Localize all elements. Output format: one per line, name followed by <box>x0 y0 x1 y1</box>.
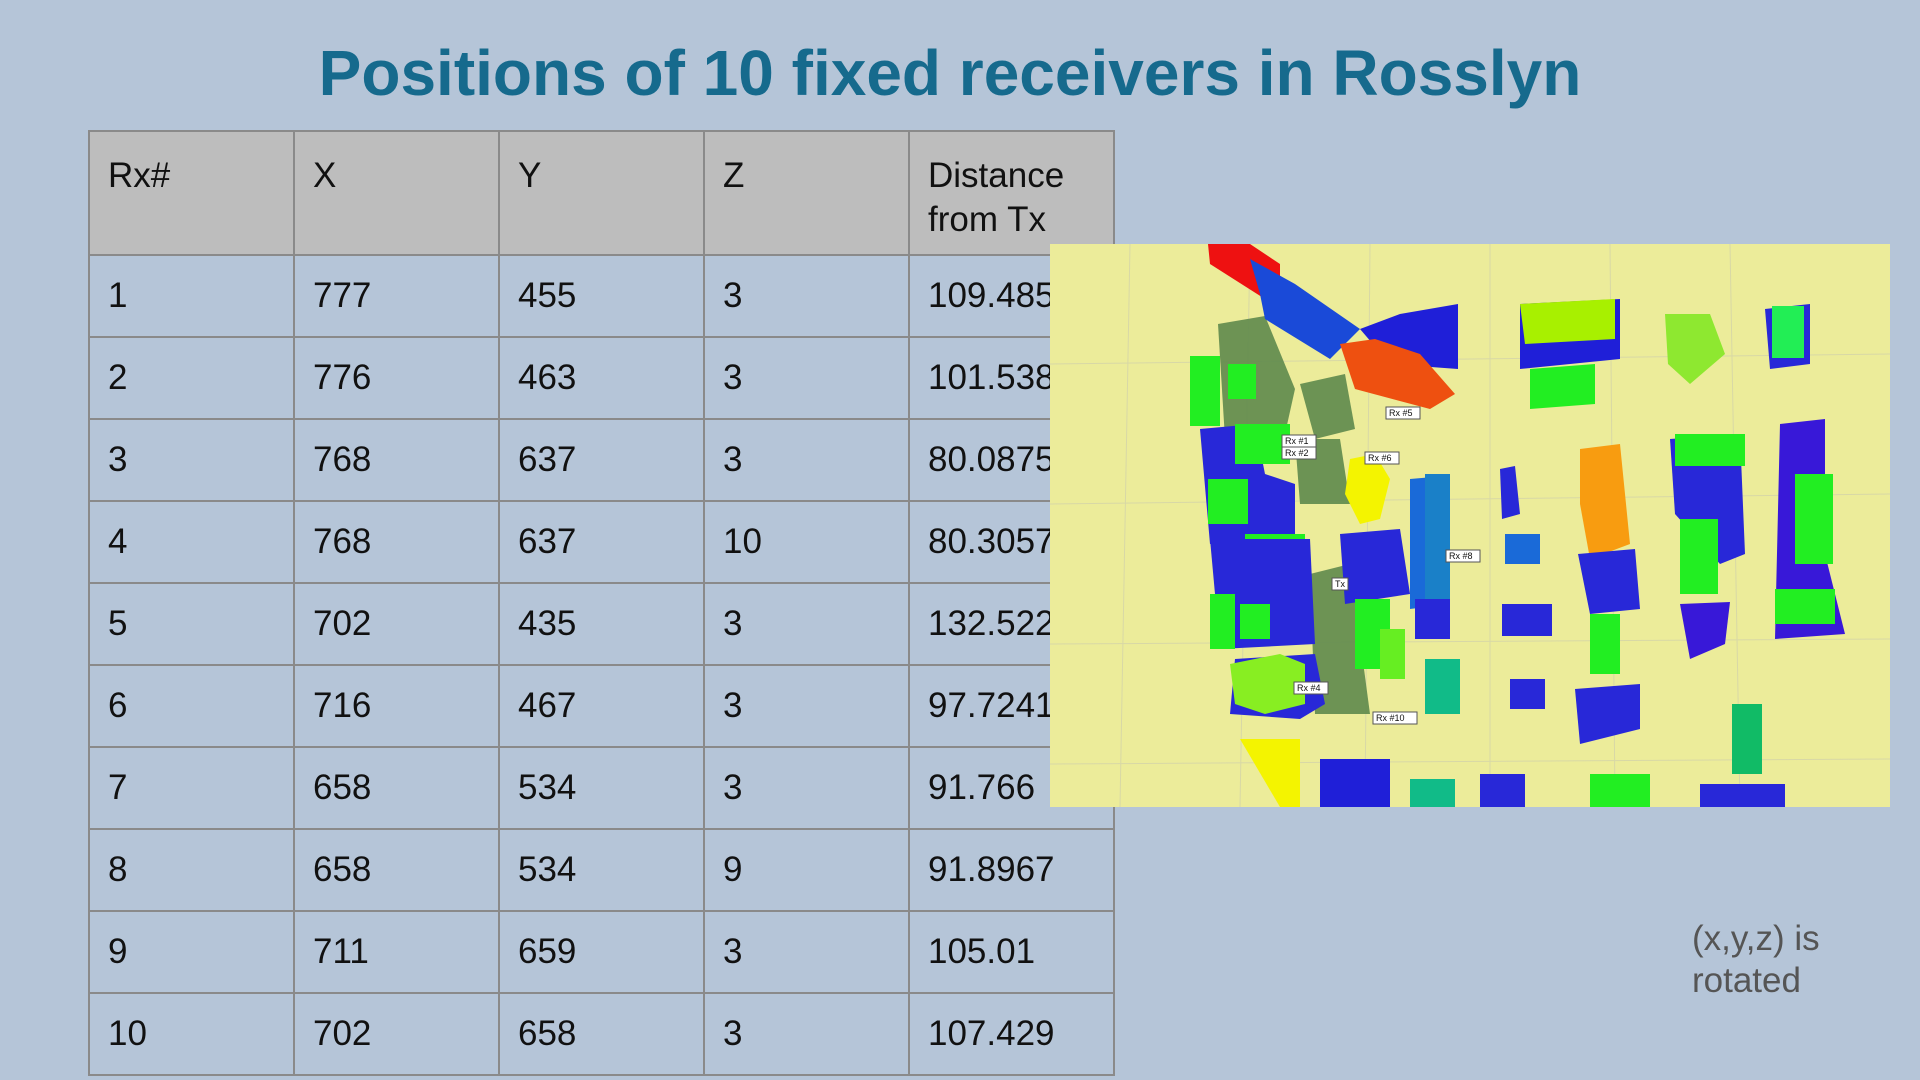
cell-rx: 9 <box>88 910 295 994</box>
cell-y: 637 <box>498 418 705 502</box>
table-row: 3 768 637 3 80.0875 <box>88 418 1115 502</box>
cell-y: 435 <box>498 582 705 666</box>
cell-x: 702 <box>293 582 500 666</box>
cell-rx: 2 <box>88 336 295 420</box>
cell-x: 777 <box>293 254 500 338</box>
table-row: 4 768 637 10 80.3057 <box>88 500 1115 584</box>
cell-z: 3 <box>703 664 910 748</box>
table-row: 7 658 534 3 91.766 <box>88 746 1115 830</box>
cell-y: 534 <box>498 828 705 912</box>
cell-rx: 6 <box>88 664 295 748</box>
rx-2-marker <box>1281 446 1317 460</box>
header-z: Z <box>703 130 910 256</box>
cell-y: 534 <box>498 746 705 830</box>
table-row: 6 716 467 3 97.7241 <box>88 664 1115 748</box>
rx-2-label: Rx #2 <box>1285 448 1309 458</box>
cell-rx: 7 <box>88 746 295 830</box>
cell-rx: 5 <box>88 582 295 666</box>
rx-5-marker <box>1385 406 1421 420</box>
cell-x: 711 <box>293 910 500 994</box>
cell-y: 467 <box>498 664 705 748</box>
cell-distance: 91.8967 <box>908 828 1115 912</box>
cell-z: 3 <box>703 254 910 338</box>
cell-z: 9 <box>703 828 910 912</box>
cell-z: 3 <box>703 992 910 1076</box>
cell-rx: 4 <box>88 500 295 584</box>
slide-title: Positions of 10 fixed receivers in Rossl… <box>318 37 1582 109</box>
street-coverage <box>1218 316 1370 714</box>
cell-rx: 10 <box>88 992 295 1076</box>
cell-x: 768 <box>293 500 500 584</box>
buildings <box>1190 244 1845 807</box>
rx-8-marker <box>1445 549 1481 563</box>
table-row: 8 658 534 9 91.8967 <box>88 828 1115 912</box>
cell-x: 702 <box>293 992 500 1076</box>
cell-y: 659 <box>498 910 705 994</box>
rx-6-label: Rx #6 <box>1368 453 1392 463</box>
cell-x: 658 <box>293 746 500 830</box>
cell-rx: 8 <box>88 828 295 912</box>
cell-y: 658 <box>498 992 705 1076</box>
cell-x: 776 <box>293 336 500 420</box>
rosslyn-3d-map: Rx #1 Rx #2 Rx #5 Rx #6 Rx #8 Rx #4 Rx #… <box>1050 244 1890 807</box>
header-y: Y <box>498 130 705 256</box>
rx-10-label: Rx #10 <box>1376 713 1405 723</box>
rx-4-marker <box>1293 681 1329 695</box>
table-row: 2 776 463 3 101.538 <box>88 336 1115 420</box>
cell-z: 3 <box>703 746 910 830</box>
cell-rx: 1 <box>88 254 295 338</box>
table-row: 10 702 658 3 107.429 <box>88 992 1115 1076</box>
rx-8-label: Rx #8 <box>1449 551 1473 561</box>
cell-z: 3 <box>703 582 910 666</box>
receiver-positions-table: Rx# X Y Z Distance from Tx 1 777 455 3 109.4… <box>88 130 1115 1076</box>
cell-rx: 3 <box>88 418 295 502</box>
rx-4-label: Rx #4 <box>1297 683 1321 693</box>
table-row: 9 711 659 3 105.01 <box>88 910 1115 994</box>
header-x: X <box>293 130 500 256</box>
rx-10-marker <box>1372 711 1418 725</box>
table-row: 5 702 435 3 132.522 <box>88 582 1115 666</box>
map-ground <box>1050 244 1890 807</box>
cell-z: 10 <box>703 500 910 584</box>
tx-label: Tx <box>1335 579 1345 589</box>
cell-y: 637 <box>498 500 705 584</box>
header-rx: Rx# <box>88 130 295 256</box>
cell-distance: 105.01 <box>908 910 1115 994</box>
rx-5-label: Rx #5 <box>1389 408 1413 418</box>
rx-6-marker <box>1364 451 1400 465</box>
tx-marker <box>1331 577 1349 591</box>
cell-y: 463 <box>498 336 705 420</box>
cell-x: 658 <box>293 828 500 912</box>
rotation-note: (x,y,z) is rotated <box>1692 919 1820 1000</box>
cell-z: 3 <box>703 418 910 502</box>
table-row: 1 777 455 3 109.485 <box>88 254 1115 338</box>
header-distance: Distance from Tx <box>908 130 1115 256</box>
cell-x: 768 <box>293 418 500 502</box>
rx-1-label: Rx #1 <box>1285 436 1309 446</box>
cell-z: 3 <box>703 336 910 420</box>
cell-distance: 107.429 <box>908 992 1115 1076</box>
cell-z: 3 <box>703 910 910 994</box>
cell-y: 455 <box>498 254 705 338</box>
table-header-row: Rx# X Y Z Distance from Tx <box>88 130 1115 256</box>
cell-x: 716 <box>293 664 500 748</box>
